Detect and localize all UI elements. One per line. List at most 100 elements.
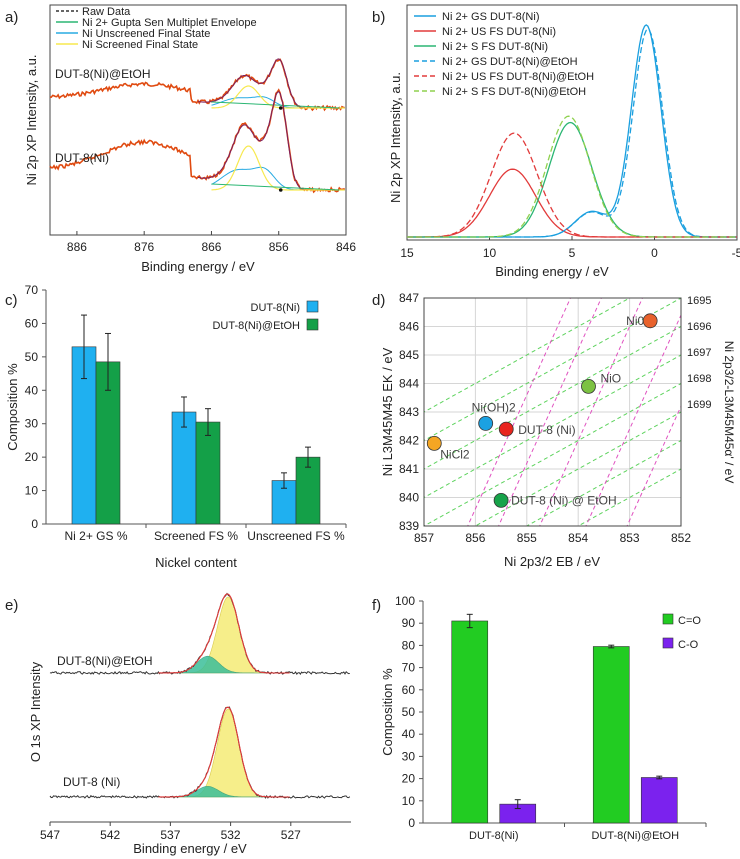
legend-entry: Raw Data xyxy=(82,6,131,18)
bar xyxy=(295,456,321,525)
bar xyxy=(451,620,489,824)
legend-entry: DUT-8(Ni)@EtOH xyxy=(212,320,300,332)
plot-frame xyxy=(423,297,682,527)
x-tick-label: 854 xyxy=(568,531,588,545)
x-tick-label: 886 xyxy=(67,240,87,254)
y-tick-label: 839 xyxy=(399,519,419,533)
y2-axis-title: Ni 2p3/2-L3M45M45α' / eV xyxy=(722,341,736,484)
y-tick-label: 0 xyxy=(31,517,38,531)
x-tick-label: 856 xyxy=(269,240,289,254)
bar xyxy=(171,411,197,525)
legend-entry: Ni 2+ S FS DUT-8(Ni) xyxy=(442,41,548,53)
legend-entry: Ni 2+ GS DUT-8(Ni) xyxy=(442,11,540,23)
x-tick-label: 0 xyxy=(651,246,658,260)
sample-label: DUT-8(Ni)@EtOH xyxy=(57,654,153,668)
x-tick-label: 866 xyxy=(201,240,221,254)
panel-letter-e: e) xyxy=(5,597,18,614)
x-axis-title: Ni 2p3/2 EB / eV xyxy=(504,554,600,569)
legend-swatch xyxy=(306,318,319,331)
screened-line xyxy=(211,85,345,109)
y-tick-label: 841 xyxy=(399,462,419,476)
data-point-marker xyxy=(278,188,283,192)
x-tick-label: 856 xyxy=(465,531,485,545)
x-tick-label: 532 xyxy=(221,828,241,842)
auger-parameter-line xyxy=(424,325,681,470)
x-tick-label: 852 xyxy=(671,531,691,545)
y-tick-label: 90 xyxy=(402,616,416,630)
bar xyxy=(640,777,678,824)
point-label: Ni0 xyxy=(626,314,644,328)
y-tick-label: 50 xyxy=(25,350,39,364)
raw-data-line xyxy=(49,88,346,194)
data-point xyxy=(642,313,658,329)
y-tick-label: 844 xyxy=(399,377,419,391)
sample-label: DUT-8 (Ni) xyxy=(63,775,120,789)
y-axis-title: Ni L3M45M45 EK / eV xyxy=(380,347,395,476)
y2-tick-label: 1698 xyxy=(687,373,711,385)
legend-entry: Ni Screened Final State xyxy=(82,39,198,51)
panel-letter-a: a) xyxy=(5,9,18,26)
x-axis-title: Binding energy / eV xyxy=(133,841,247,856)
x-tick-label: 537 xyxy=(160,828,180,842)
x-tick-label: 10 xyxy=(483,246,497,260)
category-label: Screened FS % xyxy=(154,529,238,543)
x-tick-label: 15 xyxy=(400,246,414,260)
x-tick-label: -5 xyxy=(732,246,740,260)
panel-b: b) 15 10 5 0 -5 Binding energy / eV Ni 2p XP In… xyxy=(372,4,740,279)
y2-tick-label: 1695 xyxy=(687,295,711,307)
legend-entry: DUT-8(Ni) xyxy=(251,302,301,314)
x-tick-label: 876 xyxy=(134,240,154,254)
unscreened-line xyxy=(211,166,345,191)
panel-letter-d: d) xyxy=(372,292,385,309)
y-tick-label: 40 xyxy=(25,383,39,397)
data-point xyxy=(478,415,494,431)
x-axis-title: Binding energy / eV xyxy=(141,259,255,274)
raw-data-line xyxy=(49,58,345,112)
legend-swatch xyxy=(306,300,319,313)
sample-label: DUT-8(Ni) xyxy=(55,151,109,165)
point-label: NiCl2 xyxy=(440,447,470,461)
x-tick-label: 542 xyxy=(100,828,120,842)
auger-parameter-line xyxy=(424,298,631,413)
baseline xyxy=(211,183,340,191)
legend-entry: Ni 2+ US FS DUT-8(Ni) xyxy=(442,26,556,38)
y-tick-label: 846 xyxy=(399,320,419,334)
c-o-double-fill xyxy=(157,596,290,674)
x-axis-title: Binding energy / eV xyxy=(495,264,609,279)
y-tick-label: 10 xyxy=(25,484,39,498)
legend-entry: C-O xyxy=(678,639,699,651)
y-tick-label: 30 xyxy=(402,749,416,763)
category-label: DUT-8(Ni)@EtOH xyxy=(591,830,679,842)
c-o-double-fill xyxy=(157,708,290,798)
data-point xyxy=(426,435,442,451)
point-label: Ni(OH)2 xyxy=(472,400,516,414)
bar xyxy=(195,421,221,525)
y-tick-label: 40 xyxy=(402,727,416,741)
panel-a: a) 886 876 866 856 846 Binding energy / eV Ni 2… xyxy=(5,4,356,274)
x-tick-label: 855 xyxy=(517,531,537,545)
point-label: NiO xyxy=(600,371,621,385)
y2-tick-label: 1697 xyxy=(687,347,711,359)
category-label: DUT-8(Ni) xyxy=(469,830,519,842)
legend-swatch xyxy=(662,637,674,649)
y-axis-title: Composition % xyxy=(5,363,20,451)
panel-letter-b: b) xyxy=(372,9,385,26)
series-line xyxy=(407,168,737,238)
sample-label: DUT-8(Ni)@EtOH xyxy=(55,67,151,81)
y-tick-label: 100 xyxy=(395,594,415,608)
y-tick-label: 840 xyxy=(399,491,419,505)
panel-letter-f: f) xyxy=(372,597,381,614)
auger-parameter-line xyxy=(424,354,681,499)
screened-line xyxy=(211,145,345,191)
x-tick-label: 547 xyxy=(40,828,60,842)
y2-tick-label: 1699 xyxy=(687,399,711,411)
y-tick-label: 70 xyxy=(402,661,416,675)
y-tick-label: 10 xyxy=(402,794,416,808)
guide-lines xyxy=(424,298,681,526)
auger-parameter-line xyxy=(424,298,681,442)
envelope-line xyxy=(158,593,290,674)
x-tick-label: 857 xyxy=(414,531,434,545)
x-tick-label: 527 xyxy=(281,828,301,842)
y-tick-label: 80 xyxy=(402,638,416,652)
y-tick-label: 842 xyxy=(399,434,419,448)
